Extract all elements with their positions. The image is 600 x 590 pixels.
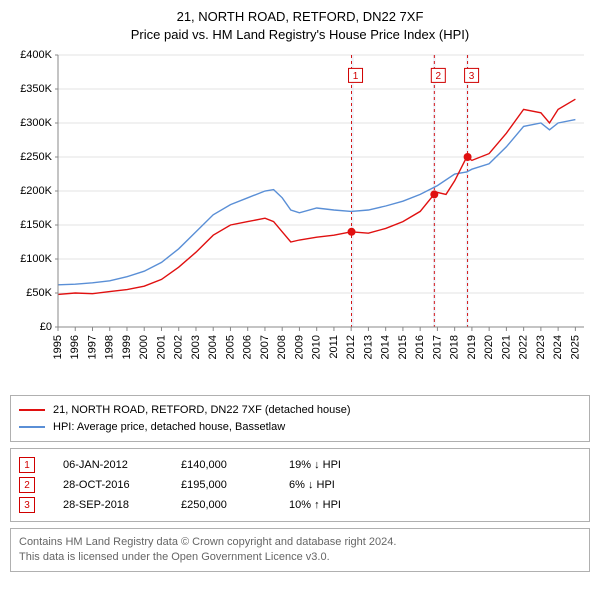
- svg-text:2004: 2004: [207, 335, 219, 359]
- svg-text:£150K: £150K: [20, 219, 52, 231]
- svg-text:2019: 2019: [466, 335, 478, 359]
- svg-text:1996: 1996: [69, 335, 81, 359]
- legend-label: 21, NORTH ROAD, RETFORD, DN22 7XF (detac…: [53, 402, 351, 419]
- svg-text:2003: 2003: [190, 335, 202, 359]
- events-table: 1 06-JAN-2012 £140,000 19% ↓ HPI 2 28-OCT-201…: [10, 448, 590, 522]
- svg-text:£0: £0: [40, 321, 52, 333]
- event-hpi-delta: 19% ↓ HPI: [289, 459, 379, 471]
- chart-title-block: 21, NORTH ROAD, RETFORD, DN22 7XF Price …: [10, 8, 590, 43]
- svg-text:2014: 2014: [380, 335, 392, 359]
- svg-text:1998: 1998: [104, 335, 116, 359]
- svg-text:2011: 2011: [328, 335, 340, 359]
- svg-text:2002: 2002: [173, 335, 185, 359]
- svg-text:1995: 1995: [52, 335, 64, 359]
- svg-text:2: 2: [436, 71, 442, 82]
- svg-text:3: 3: [469, 71, 475, 82]
- event-marker: 1: [19, 457, 35, 473]
- event-date: 28-OCT-2016: [63, 479, 153, 491]
- svg-text:2013: 2013: [362, 335, 374, 359]
- legend-item: HPI: Average price, detached house, Bass…: [19, 419, 581, 436]
- svg-text:2020: 2020: [483, 335, 495, 359]
- svg-text:2016: 2016: [414, 335, 426, 359]
- event-row: 3 28-SEP-2018 £250,000 10% ↑ HPI: [19, 495, 581, 515]
- svg-text:1: 1: [353, 71, 359, 82]
- svg-text:2005: 2005: [224, 335, 236, 359]
- svg-text:£100K: £100K: [20, 253, 52, 265]
- event-price: £195,000: [181, 479, 261, 491]
- svg-text:2018: 2018: [449, 335, 461, 359]
- svg-text:£250K: £250K: [20, 151, 52, 163]
- legend-swatch: [19, 426, 45, 428]
- svg-text:2008: 2008: [276, 335, 288, 359]
- legend-item: 21, NORTH ROAD, RETFORD, DN22 7XF (detac…: [19, 402, 581, 419]
- legend: 21, NORTH ROAD, RETFORD, DN22 7XF (detac…: [10, 395, 590, 442]
- svg-text:£50K: £50K: [26, 287, 52, 299]
- svg-text:2001: 2001: [155, 335, 167, 359]
- event-hpi-delta: 10% ↑ HPI: [289, 499, 379, 511]
- event-hpi-delta: 6% ↓ HPI: [289, 479, 379, 491]
- event-row: 1 06-JAN-2012 £140,000 19% ↓ HPI: [19, 455, 581, 475]
- svg-text:£350K: £350K: [20, 83, 52, 95]
- svg-text:2025: 2025: [569, 335, 581, 359]
- svg-text:1997: 1997: [86, 335, 98, 359]
- event-price: £250,000: [181, 499, 261, 511]
- price-chart: £0 £50K £100K £150K £200K £250K £300K £350K £400…: [10, 49, 590, 389]
- event-date: 06-JAN-2012: [63, 459, 153, 471]
- svg-text:£200K: £200K: [20, 185, 52, 197]
- svg-text:2010: 2010: [311, 335, 323, 359]
- svg-text:£300K: £300K: [20, 117, 52, 129]
- event-row: 2 28-OCT-2016 £195,000 6% ↓ HPI: [19, 475, 581, 495]
- title-line-2: Price paid vs. HM Land Registry's House …: [10, 26, 590, 44]
- attribution-line-2: This data is licensed under the Open Gov…: [19, 550, 581, 565]
- svg-text:2009: 2009: [293, 335, 305, 359]
- svg-text:2012: 2012: [345, 335, 357, 359]
- title-line-1: 21, NORTH ROAD, RETFORD, DN22 7XF: [10, 8, 590, 26]
- svg-text:1999: 1999: [121, 335, 133, 359]
- svg-text:2021: 2021: [500, 335, 512, 359]
- svg-text:2007: 2007: [259, 335, 271, 359]
- event-marker: 3: [19, 497, 35, 513]
- svg-text:2000: 2000: [138, 335, 150, 359]
- svg-text:2022: 2022: [518, 335, 530, 359]
- event-marker: 2: [19, 477, 35, 493]
- svg-text:£400K: £400K: [20, 49, 52, 61]
- attribution: Contains HM Land Registry data © Crown c…: [10, 528, 590, 572]
- attribution-line-1: Contains HM Land Registry data © Crown c…: [19, 535, 581, 550]
- legend-swatch: [19, 409, 45, 411]
- event-date: 28-SEP-2018: [63, 499, 153, 511]
- svg-text:2006: 2006: [242, 335, 254, 359]
- svg-text:2015: 2015: [397, 335, 409, 359]
- svg-text:2024: 2024: [552, 335, 564, 359]
- svg-text:2023: 2023: [535, 335, 547, 359]
- legend-label: HPI: Average price, detached house, Bass…: [53, 419, 285, 436]
- svg-text:2017: 2017: [431, 335, 443, 359]
- event-price: £140,000: [181, 459, 261, 471]
